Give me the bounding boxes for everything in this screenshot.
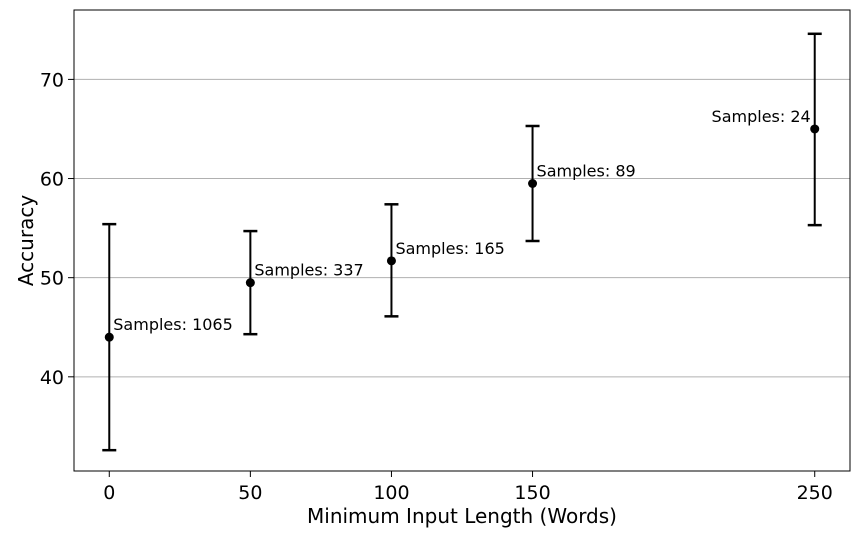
sample-count-label: Samples: 24 [712,107,811,126]
x-axis-label: Minimum Input Length (Words) [307,504,617,528]
y-tick-label: 50 [40,268,64,290]
sample-count-label: Samples: 337 [254,261,363,280]
x-tick-label: 250 [797,482,833,504]
x-tick-label: 100 [373,482,409,504]
y-tick-label: 70 [40,69,64,91]
axis-ticks: 40 50 60 70 0 50 100 150 250 [40,69,833,504]
x-tick-label: 150 [514,482,550,504]
x-tick-label: 50 [238,482,262,504]
y-tick-label: 60 [40,169,64,191]
y-axis-label: Accuracy [14,195,38,286]
data-point [810,124,819,133]
x-tick-label: 0 [103,482,115,504]
sample-count-label: Samples: 89 [537,161,636,180]
data-marks: Samples: 1065 Samples: 337 Samples: 165 Sam… [102,34,821,450]
y-tick-label: 40 [40,367,64,389]
sample-count-label: Samples: 165 [395,239,504,258]
sample-count-label: Samples: 1065 [113,315,233,334]
